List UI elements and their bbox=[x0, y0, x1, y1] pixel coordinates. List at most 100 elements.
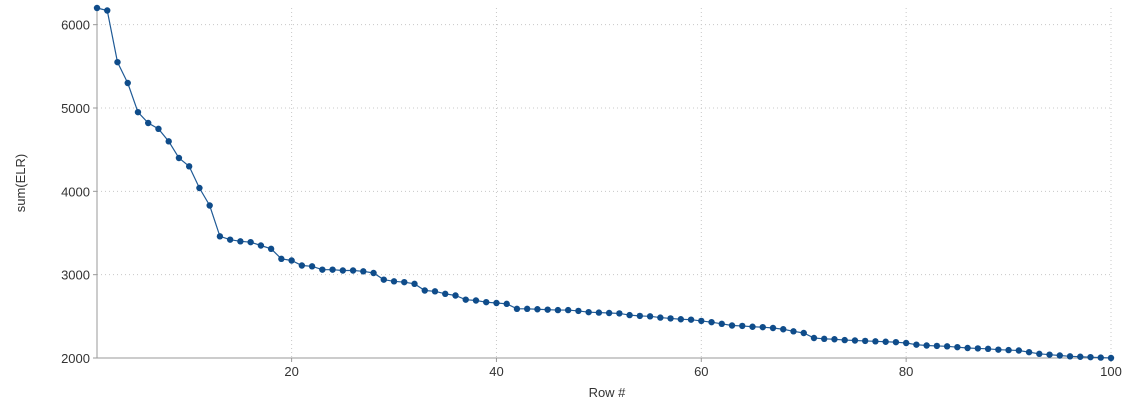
data-point[interactable] bbox=[360, 268, 367, 275]
data-point[interactable] bbox=[431, 288, 439, 295]
data-point[interactable] bbox=[667, 315, 674, 322]
data-point[interactable] bbox=[308, 263, 316, 270]
data-point[interactable] bbox=[267, 245, 275, 253]
data-point[interactable] bbox=[657, 314, 664, 321]
data-point[interactable] bbox=[226, 236, 234, 243]
data-point[interactable] bbox=[882, 338, 889, 345]
data-point[interactable] bbox=[861, 337, 869, 345]
data-point[interactable] bbox=[503, 300, 510, 308]
data-point[interactable] bbox=[687, 316, 695, 323]
data-point[interactable] bbox=[175, 154, 183, 162]
data-point[interactable] bbox=[329, 266, 336, 273]
data-point[interactable] bbox=[1107, 354, 1115, 362]
data-point[interactable] bbox=[421, 287, 428, 294]
data-point[interactable] bbox=[339, 267, 347, 274]
data-point[interactable] bbox=[616, 310, 623, 317]
data-point[interactable] bbox=[134, 108, 142, 116]
data-point[interactable] bbox=[216, 233, 224, 240]
data-point[interactable] bbox=[1097, 354, 1104, 361]
data-point[interactable] bbox=[145, 119, 152, 127]
data-point[interactable] bbox=[155, 125, 162, 133]
data-point[interactable] bbox=[575, 307, 582, 315]
data-point[interactable] bbox=[1077, 353, 1084, 360]
data-point[interactable] bbox=[841, 336, 848, 344]
data-point[interactable] bbox=[892, 338, 900, 346]
data-point[interactable] bbox=[605, 309, 613, 317]
data-point[interactable] bbox=[1087, 353, 1094, 361]
data-point[interactable] bbox=[534, 306, 541, 313]
data-point[interactable] bbox=[288, 257, 295, 264]
data-point[interactable] bbox=[93, 4, 101, 12]
data-point[interactable] bbox=[185, 163, 193, 170]
data-point[interactable] bbox=[237, 238, 244, 245]
data-point[interactable] bbox=[513, 305, 521, 313]
data-point[interactable] bbox=[278, 255, 285, 263]
data-point[interactable] bbox=[984, 345, 992, 353]
data-point[interactable] bbox=[104, 7, 111, 14]
data-point[interactable] bbox=[1015, 347, 1023, 354]
data-point[interactable] bbox=[442, 290, 449, 298]
data-point[interactable] bbox=[708, 318, 715, 326]
data-point[interactable] bbox=[800, 329, 807, 337]
data-point[interactable] bbox=[851, 337, 859, 344]
data-point[interactable] bbox=[462, 296, 469, 303]
data-point[interactable] bbox=[677, 316, 685, 323]
data-point[interactable] bbox=[821, 335, 828, 343]
data-point[interactable] bbox=[954, 343, 961, 351]
data-point[interactable] bbox=[585, 308, 592, 316]
data-point[interactable] bbox=[483, 298, 490, 306]
data-point[interactable] bbox=[1036, 350, 1043, 358]
data-point[interactable] bbox=[319, 266, 326, 273]
data-point[interactable] bbox=[749, 323, 756, 330]
data-point[interactable] bbox=[626, 311, 633, 319]
data-point[interactable] bbox=[1046, 351, 1053, 358]
data-point[interactable] bbox=[913, 341, 920, 348]
data-point[interactable] bbox=[759, 323, 766, 331]
data-point[interactable] bbox=[247, 238, 254, 246]
data-point[interactable] bbox=[493, 299, 500, 307]
data-point[interactable] bbox=[964, 344, 971, 352]
data-point[interactable] bbox=[411, 280, 418, 288]
data-point[interactable] bbox=[739, 322, 746, 330]
data-point[interactable] bbox=[780, 326, 787, 333]
data-point[interactable] bbox=[943, 343, 951, 350]
data-point[interactable] bbox=[933, 342, 941, 350]
data-point[interactable] bbox=[452, 292, 459, 299]
data-point[interactable] bbox=[1005, 346, 1012, 354]
data-point[interactable] bbox=[831, 336, 838, 343]
data-point[interactable] bbox=[872, 338, 879, 345]
data-point[interactable] bbox=[114, 58, 121, 66]
data-point[interactable] bbox=[370, 269, 377, 277]
data-point[interactable] bbox=[769, 324, 777, 332]
data-point[interactable] bbox=[1056, 352, 1063, 359]
data-point[interactable] bbox=[544, 306, 551, 313]
data-point[interactable] bbox=[810, 334, 818, 342]
data-point[interactable] bbox=[1066, 353, 1074, 360]
data-point[interactable] bbox=[718, 320, 725, 328]
data-point[interactable] bbox=[636, 312, 644, 320]
data-point[interactable] bbox=[472, 297, 480, 304]
data-point[interactable] bbox=[124, 79, 131, 87]
data-point[interactable] bbox=[298, 262, 306, 269]
data-point[interactable] bbox=[974, 345, 982, 352]
data-point[interactable] bbox=[349, 267, 357, 274]
data-point[interactable] bbox=[923, 342, 930, 349]
data-point[interactable] bbox=[523, 305, 531, 313]
data-point[interactable] bbox=[165, 138, 172, 145]
data-point[interactable] bbox=[390, 278, 398, 285]
data-point[interactable] bbox=[646, 313, 654, 320]
data-point[interactable] bbox=[257, 242, 265, 249]
data-point[interactable] bbox=[698, 317, 705, 325]
data-point[interactable] bbox=[401, 278, 408, 286]
data-point[interactable] bbox=[380, 276, 387, 283]
data-point[interactable] bbox=[995, 346, 1002, 353]
data-point[interactable] bbox=[1025, 348, 1033, 356]
data-point[interactable] bbox=[790, 328, 797, 335]
data-point[interactable] bbox=[728, 322, 736, 329]
data-point[interactable] bbox=[206, 202, 213, 209]
data-point[interactable] bbox=[902, 339, 910, 347]
data-point[interactable] bbox=[564, 306, 572, 314]
data-point[interactable] bbox=[196, 184, 203, 192]
data-point[interactable] bbox=[554, 306, 562, 314]
data-point[interactable] bbox=[595, 309, 603, 316]
